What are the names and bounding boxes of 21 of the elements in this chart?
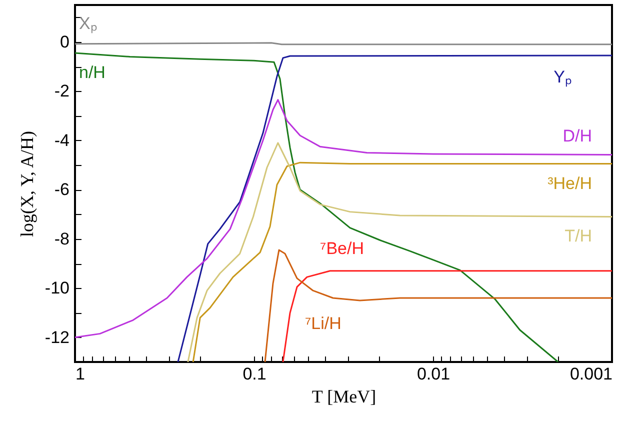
y-tick-label: -4	[54, 130, 70, 150]
x-tick-label: 0.001	[570, 364, 612, 384]
x-tick-label: 0.1	[242, 364, 266, 384]
y-axis-title: log(X, Y, A/H)	[16, 130, 37, 238]
series-label: T/H	[564, 226, 592, 246]
series-label: Xₚ	[79, 14, 98, 34]
series-label: n/H	[79, 63, 106, 82]
x-tick-label: 1	[76, 364, 85, 384]
y-tick-label: -8	[54, 229, 70, 248]
series-label: ⁷Li/H	[304, 314, 342, 333]
y-tick-label: -6	[54, 180, 70, 200]
x-axis-title: T [MeV]	[312, 386, 376, 406]
x-tick-label: 0.01	[416, 364, 450, 384]
y-tick-label: -2	[54, 82, 70, 101]
series-label: ⁷Be/H	[320, 238, 364, 258]
y-tick-label: -12	[44, 328, 70, 347]
series-label: D/H	[562, 126, 592, 146]
y-tick-label: 0	[60, 32, 70, 52]
series-label: Yₚ	[554, 67, 572, 88]
series-label: ³He/H	[548, 174, 592, 193]
y-tick-label: -10	[44, 278, 70, 298]
